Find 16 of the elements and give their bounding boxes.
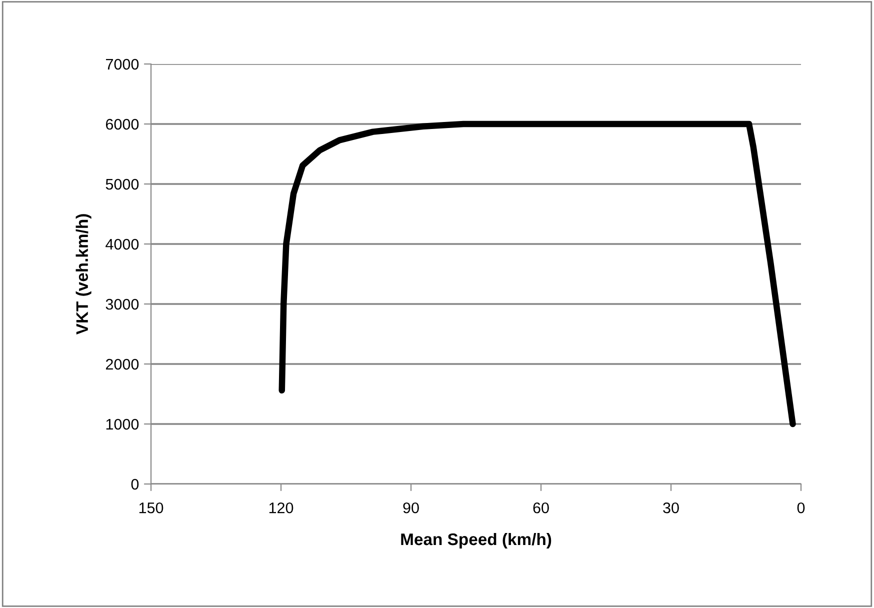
x-tick-label: 120 (269, 502, 294, 514)
x-tick-label: 60 (533, 502, 549, 514)
y-tick-label: 1000 (106, 418, 139, 430)
x-tick-label: 30 (663, 502, 679, 514)
x-axis-title: Mean Speed (km/h) (401, 532, 552, 548)
x-tick-label: 0 (797, 502, 805, 514)
y-tick-label: 6000 (106, 118, 139, 130)
x-tick-label: 90 (403, 502, 419, 514)
y-tick-label: 5000 (106, 178, 139, 190)
y-axis-title: VKT (veh.km/h) (76, 214, 92, 335)
y-tick-label: 0 (131, 478, 139, 490)
y-tick-label: 2000 (106, 358, 139, 370)
y-tick-label: 3000 (106, 298, 139, 310)
y-tick-label: 4000 (106, 238, 139, 250)
y-tick-label: 7000 (106, 58, 139, 70)
x-tick-label: 150 (139, 502, 164, 514)
